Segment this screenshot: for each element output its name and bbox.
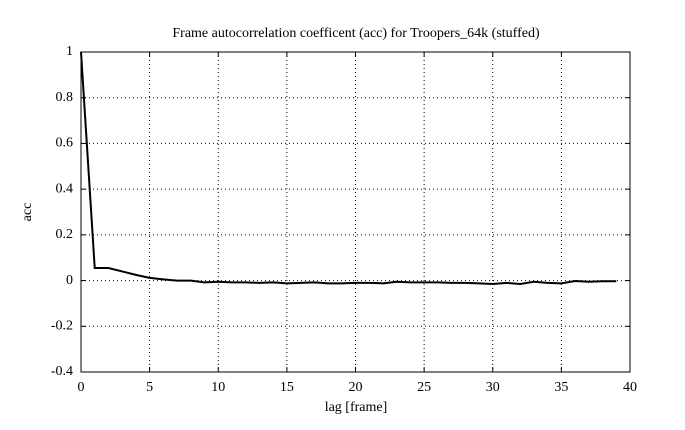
data-line [80, 51, 617, 286]
y-tick-label: -0.2 [51, 319, 73, 334]
y-tick-label: 0 [66, 273, 73, 288]
x-tick-label: 40 [623, 380, 637, 395]
y-axis-label: acc [20, 203, 35, 222]
x-tick-label: 25 [417, 380, 431, 395]
x-tick-label: 30 [486, 380, 500, 395]
y-tick-label: 0.6 [56, 136, 74, 151]
x-tick-label: 10 [211, 380, 225, 395]
x-tick-label: 35 [554, 380, 568, 395]
x-tick-label: 0 [78, 380, 85, 395]
y-tick-label: 0.4 [56, 181, 74, 196]
x-axis-label: lag [frame] [325, 400, 388, 415]
x-tick-label: 15 [280, 380, 294, 395]
y-tick-label: 1 [66, 44, 73, 59]
x-tick-label: 20 [349, 380, 363, 395]
x-tick-label: 5 [146, 380, 153, 395]
y-tick-label: -0.4 [51, 364, 73, 379]
y-tick-label: 0.2 [56, 227, 74, 242]
chart-title: Frame autocorrelation coefficent (acc) f… [172, 26, 540, 41]
y-tick-label: 0.8 [56, 90, 74, 105]
plot-frame [80, 51, 631, 373]
